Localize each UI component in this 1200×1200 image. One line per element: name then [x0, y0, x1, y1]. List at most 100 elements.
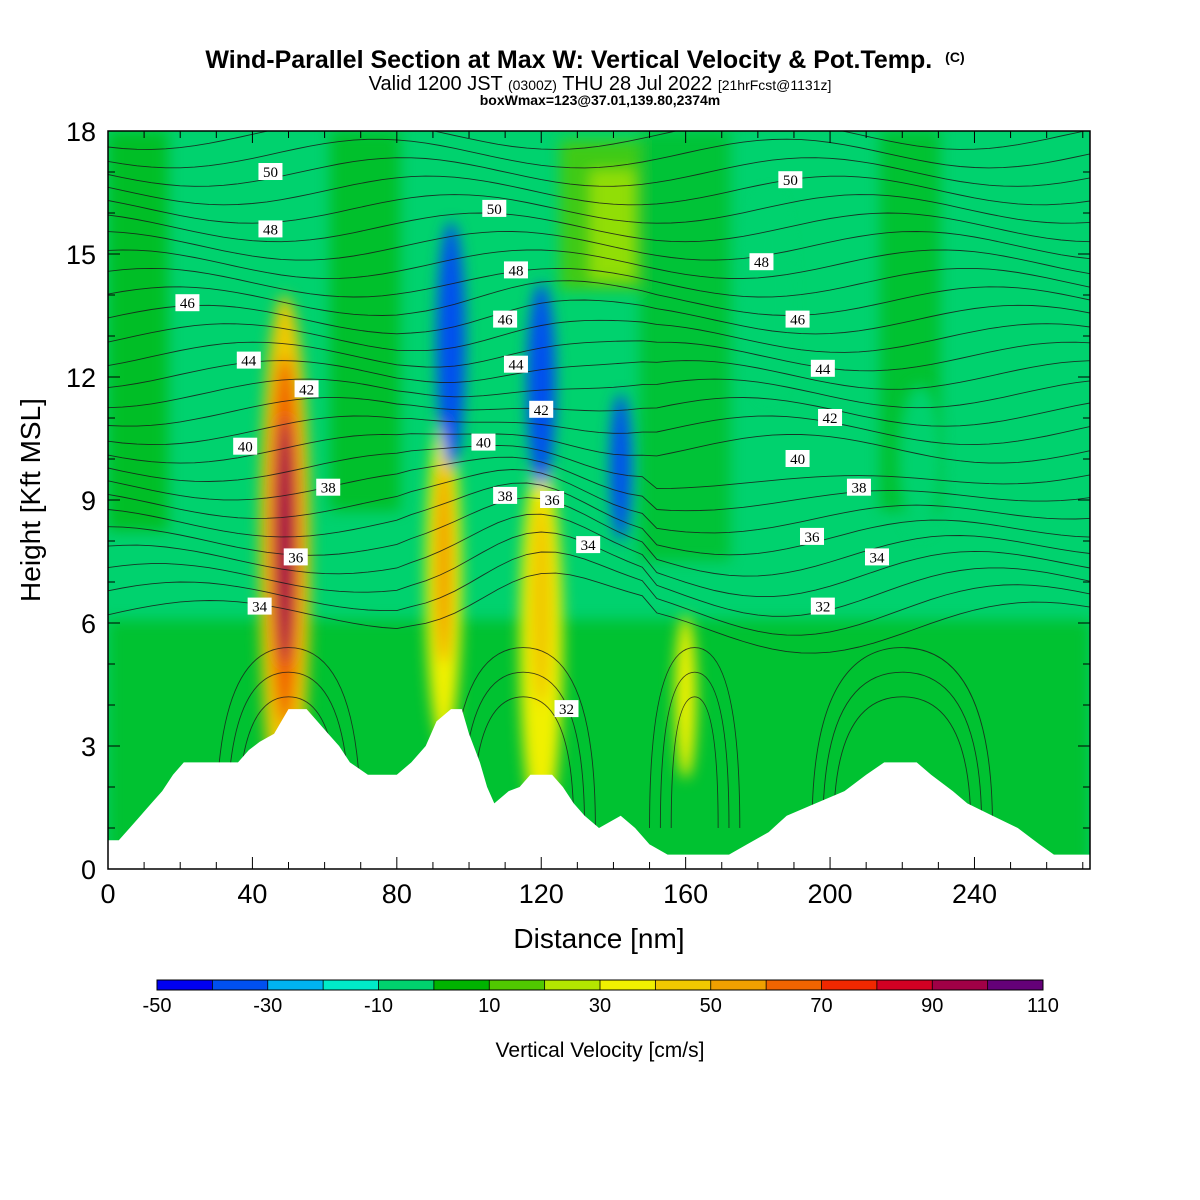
y-axis-label: Height [Kft MSL] — [15, 398, 46, 602]
theta-label-box — [749, 253, 774, 271]
theta-isoline — [811, 647, 993, 829]
theta-label-text: 38 — [321, 481, 336, 497]
x-axis: 0 40 80 120 160 200 240 — [100, 131, 1084, 909]
colorbar-tick-label: 110 — [1027, 995, 1059, 1017]
theta-label: 36 — [800, 527, 825, 546]
theta-label-box — [258, 163, 283, 180]
forecast-info: [21hrFcst@1131z] — [718, 77, 832, 93]
theta-label-box — [846, 478, 871, 496]
theta-label: 40 — [785, 450, 810, 468]
theta-isoline — [108, 513, 1090, 598]
chart-title: Wind-Parallel Section at Max W: Vertical… — [205, 46, 964, 74]
theta-label-text: 50 — [263, 165, 278, 181]
theta-label: 32 — [554, 700, 579, 718]
theta-label-box — [493, 310, 518, 328]
theta-label-box — [818, 409, 843, 426]
theta-isoline — [108, 319, 1090, 353]
theta-label: 44 — [810, 359, 835, 378]
theta-label-text: 40 — [238, 440, 253, 456]
theta-isoline — [108, 482, 1090, 556]
theta-isoline — [108, 433, 1090, 464]
theta-isoline — [108, 444, 1090, 490]
theta-isoline — [108, 267, 1090, 298]
theta-label-box — [576, 536, 601, 554]
theta-label-box — [247, 597, 272, 615]
theta-isoline — [108, 456, 1090, 512]
theta-label: 38 — [316, 478, 341, 497]
theta-label-text: 38 — [498, 489, 513, 505]
y-tick-label: 0 — [81, 855, 96, 885]
theta-label-box — [529, 400, 554, 418]
theta-isoline — [649, 647, 741, 829]
colorbar: -50 -30 -10 10 30 50 70 90 110 — [143, 979, 1059, 1017]
theta-label-box — [540, 491, 565, 508]
colorbar-swatch — [932, 980, 989, 990]
x-tick-label: 40 — [237, 879, 267, 909]
velocity-cell — [526, 282, 556, 488]
theta-label-box — [554, 700, 579, 718]
theta-label: 42 — [294, 380, 319, 398]
theta-label: 46 — [175, 294, 200, 312]
theta-label-box — [800, 527, 825, 545]
theta-label: 42 — [818, 409, 843, 427]
theta-label-text: 42 — [823, 411, 838, 427]
theta-label-box — [471, 433, 496, 451]
colorbar-tick-label: 90 — [921, 995, 943, 1017]
colorbar-swatch — [600, 980, 656, 990]
theta-isoline — [108, 340, 1090, 372]
theta-label-box — [233, 437, 258, 455]
x-axis-label: Distance [nm] — [513, 923, 684, 954]
y-tick-label: 3 — [81, 732, 96, 762]
theta-label: 40 — [471, 433, 496, 452]
colorbar-tick-label: -30 — [253, 995, 282, 1017]
colorbar-swatch — [710, 980, 767, 990]
theta-label-box — [503, 261, 528, 279]
theta-label-box — [283, 548, 308, 566]
colorbar-tick-label: -10 — [364, 995, 393, 1017]
x-tick-label: 80 — [382, 879, 412, 909]
theta-isoline — [108, 175, 1090, 206]
theta-label-text: 36 — [805, 530, 821, 546]
x-tick-label: 160 — [663, 879, 708, 909]
x-tick-label: 240 — [952, 879, 997, 909]
box-max-info: boxWmax=123@37.01,139.80,2374m — [480, 92, 721, 108]
colorbar-tick-label: 10 — [478, 995, 500, 1017]
chart-title-text: Wind-Parallel Section at Max W: Vertical… — [205, 46, 932, 74]
theta-label: 32 — [810, 597, 835, 616]
theta-label-text: 32 — [815, 600, 830, 616]
theta-label: 44 — [236, 351, 261, 370]
theta-label: 34 — [864, 548, 889, 566]
theta-isoline — [108, 397, 1090, 427]
y-tick-label: 9 — [81, 486, 96, 516]
colorbar-swatch — [876, 980, 933, 990]
theta-label-text: 36 — [288, 550, 304, 566]
theta-isoline — [108, 280, 1090, 316]
theta-label: 42 — [529, 400, 554, 419]
colorbar-swatch — [323, 980, 379, 990]
colorbar-tick-label: 70 — [810, 995, 832, 1017]
theta-label-box — [503, 355, 528, 373]
theta-isoline — [108, 360, 1090, 390]
theta-isoline — [226, 671, 351, 829]
velocity-cell — [275, 418, 294, 664]
theta-label: 48 — [503, 261, 528, 279]
valid-time: Valid 1200 JST — [369, 73, 503, 95]
terrain — [108, 709, 1090, 869]
valid-time-line: Valid 1200 JST (0300Z) THU 28 Jul 2022 [… — [369, 73, 832, 95]
copyright-mark: (C) — [945, 49, 964, 65]
velocity-cell — [747, 192, 791, 398]
theta-label: 48 — [258, 220, 283, 238]
theta-label-box — [493, 486, 518, 504]
theta-label-text: 42 — [299, 382, 314, 398]
theta-label-box — [810, 359, 835, 377]
y-tick-label: 6 — [81, 609, 96, 639]
theta-label-text: 50 — [487, 202, 502, 218]
theta-label-box — [316, 478, 341, 496]
theta-label-text: 48 — [754, 255, 769, 271]
theta-label-text: 34 — [252, 600, 268, 616]
colorbar-swatch — [157, 980, 213, 990]
theta-isoline — [108, 572, 1090, 654]
theta-label-box — [810, 597, 835, 615]
